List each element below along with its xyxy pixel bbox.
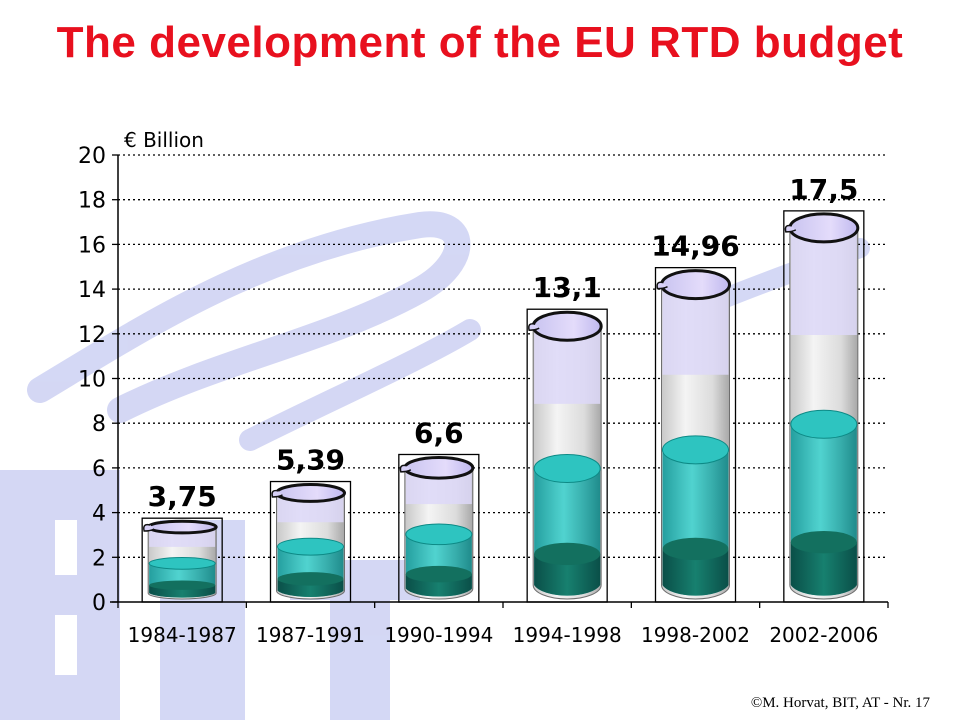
- data-label: 13,1: [533, 271, 602, 304]
- beaker-rim: [146, 519, 218, 535]
- slide-title: The development of the EU RTD budget: [56, 18, 904, 67]
- liquid-surface: [533, 454, 601, 484]
- data-label: 17,5: [789, 173, 858, 206]
- bar-frame: [526, 308, 608, 603]
- bar-frame: [141, 517, 223, 603]
- bar-frame: [654, 266, 737, 603]
- beaker-upper-tint: [790, 227, 857, 336]
- beaker-rim: [660, 269, 731, 301]
- y-tick-label: 20: [78, 144, 106, 169]
- value-labels: 3,75 5,39 6,6 13,1 14,96 17,5: [148, 173, 859, 513]
- gridlines: [118, 154, 888, 558]
- beaker-sediment: [790, 542, 857, 596]
- sediment-surface: [662, 537, 729, 561]
- y-unit-label: € Billion: [124, 128, 204, 152]
- beaker-spout: [143, 523, 155, 532]
- y-tick-label: 0: [92, 591, 106, 616]
- beaker-bar: [398, 453, 480, 603]
- sediment-surface: [790, 530, 857, 554]
- beaker-bar: [269, 480, 352, 603]
- beaker-spout: [528, 323, 540, 331]
- sediment-surface: [149, 580, 216, 590]
- x-tick-marks: [117, 602, 889, 608]
- x-tick-label: 1994-1998: [513, 623, 622, 647]
- y-tick-labels: 0 2 4 6 8 10 12 14 16 18 20: [78, 144, 118, 616]
- beaker-rim: [275, 483, 346, 503]
- data-label: 6,6: [414, 416, 464, 449]
- beaker-spout: [656, 281, 668, 290]
- data-label: 14,96: [651, 230, 740, 263]
- bar-frame: [269, 480, 352, 603]
- y-tick-label: 12: [78, 323, 106, 348]
- y-tick-label: 6: [92, 457, 106, 482]
- beaker-bar: [783, 210, 865, 603]
- category-labels: 1984-1987 1987-1991 1990-1994 1994-1998 1998…: [128, 623, 879, 647]
- y-tick-label: 10: [78, 368, 106, 393]
- beaker-rim: [403, 455, 475, 480]
- beaker-spout: [784, 224, 797, 233]
- beaker-rim: [531, 310, 603, 342]
- x-tick-label: 1987-1991: [256, 623, 365, 647]
- beaker-bar: [654, 266, 737, 603]
- beaker-spout: [399, 464, 412, 473]
- beaker-bar: [141, 517, 223, 603]
- y-tick-label: 2: [92, 546, 106, 571]
- x-tick-label: 1984-1987: [128, 623, 237, 647]
- x-tick-label: 1990-1994: [384, 623, 493, 647]
- data-label: 5,39: [276, 444, 345, 477]
- liquid-surface: [148, 557, 216, 570]
- y-tick-label: 18: [78, 189, 106, 214]
- beaker-bar: [526, 308, 608, 603]
- liquid-surface: [790, 409, 858, 439]
- beaker-bars: [141, 210, 865, 603]
- y-tick-label: 14: [78, 278, 106, 303]
- y-tick-label: 8: [92, 412, 106, 437]
- slide-footer: ©M. Horvat, BIT, AT - Nr. 17: [750, 695, 930, 711]
- beaker-sediment: [534, 553, 601, 596]
- bar-frame: [783, 210, 865, 603]
- beaker-sediment: [662, 548, 729, 596]
- beaker-spout: [271, 489, 283, 498]
- y-tick-label: 16: [78, 233, 106, 258]
- beaker-rim: [788, 212, 860, 244]
- x-tick-label: 2002-2006: [769, 623, 878, 647]
- liquid-surface: [405, 523, 473, 546]
- sediment-surface: [277, 572, 344, 586]
- sediment-surface: [534, 542, 601, 566]
- y-tick-label: 4: [92, 502, 106, 527]
- x-tick-label: 1998-2002: [641, 623, 750, 647]
- sediment-surface: [405, 565, 472, 583]
- liquid-surface: [277, 537, 344, 556]
- bar-frame: [398, 453, 480, 603]
- liquid-surface: [662, 435, 729, 465]
- data-label: 3,75: [148, 480, 217, 513]
